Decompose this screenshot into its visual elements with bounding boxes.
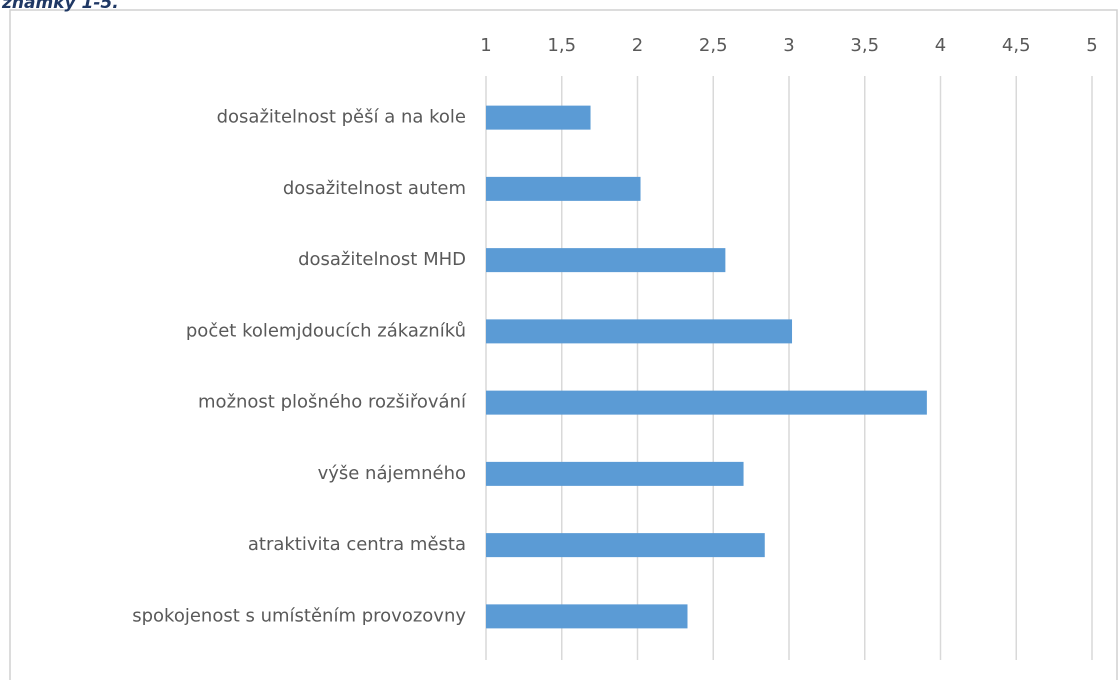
x-tick-label: 4: [935, 35, 946, 56]
x-tick-label: 1,5: [547, 35, 576, 56]
x-tick-label: 2: [632, 35, 643, 56]
x-tick-label: 3,5: [850, 35, 879, 56]
bar: [486, 176, 641, 201]
bar: [486, 461, 744, 486]
bar: [486, 533, 765, 558]
bar: [486, 604, 688, 629]
x-tick-label: 3: [783, 35, 794, 56]
y-tick-label: dosažitelnost autem: [283, 178, 466, 199]
bar: [486, 105, 591, 130]
y-tick-label: výše nájemného: [318, 463, 466, 484]
x-tick-label: 1: [480, 35, 491, 56]
x-tick-label: 4,5: [1002, 35, 1031, 56]
bar: [486, 319, 793, 344]
y-tick-label: atraktivita centra města: [248, 534, 466, 555]
y-tick-label: dosažitelnost pěší a na kole: [217, 107, 466, 128]
x-tick-label: 5: [1086, 35, 1097, 56]
y-tick-label: počet kolemjdoucích zákazníků: [186, 320, 466, 341]
chart-title: známky 1-5.: [1, 0, 119, 13]
y-tick-label: spokojenost s umístěním provozovny: [132, 605, 466, 626]
bar: [486, 390, 927, 415]
bar: [486, 248, 726, 273]
x-tick-label: 2,5: [699, 35, 728, 56]
y-tick-label: možnost plošného rozšiřování: [198, 392, 467, 413]
y-tick-label: dosažitelnost MHD: [298, 249, 466, 270]
